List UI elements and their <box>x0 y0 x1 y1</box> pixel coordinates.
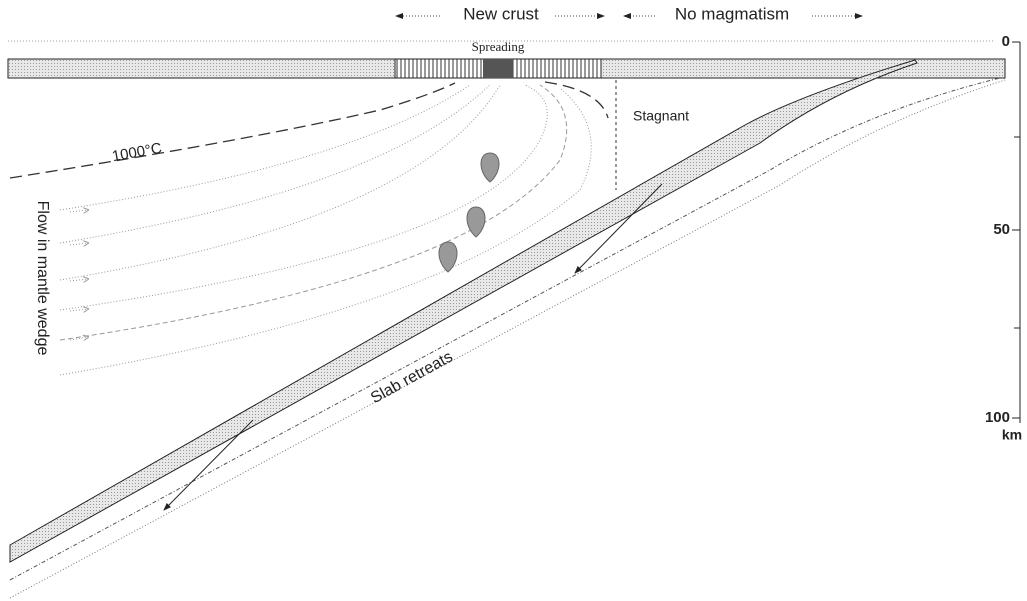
slab <box>10 60 917 562</box>
no-magmatism: No magmatism <box>675 4 789 23</box>
header: New crust No magmatism <box>396 4 862 23</box>
slab-label: Slab retreats <box>368 348 456 407</box>
tick-label: 100 <box>985 409 1010 426</box>
isotherm <box>10 83 455 178</box>
isotherm-label: 1000°C <box>111 140 164 165</box>
axis-unit: km <box>1002 427 1022 443</box>
melt-diapirs <box>439 153 499 272</box>
flow-lines <box>60 85 591 375</box>
tick-label: 0 <box>1002 33 1010 50</box>
diagram: New crust No magmatism Spreading Stagnan… <box>0 0 1027 601</box>
slab-former <box>10 80 1005 598</box>
tick-label: 50 <box>993 221 1010 238</box>
spreading-label: Spreading <box>472 39 525 54</box>
flow-label: Flow in mantle wedge <box>34 201 51 356</box>
depth-axis: km 0 50 100 <box>985 33 1022 443</box>
isotherm <box>545 82 608 118</box>
stagnant-label: Stagnant <box>633 108 689 124</box>
new-crust: New crust <box>463 4 539 23</box>
spreading-center <box>483 59 513 78</box>
